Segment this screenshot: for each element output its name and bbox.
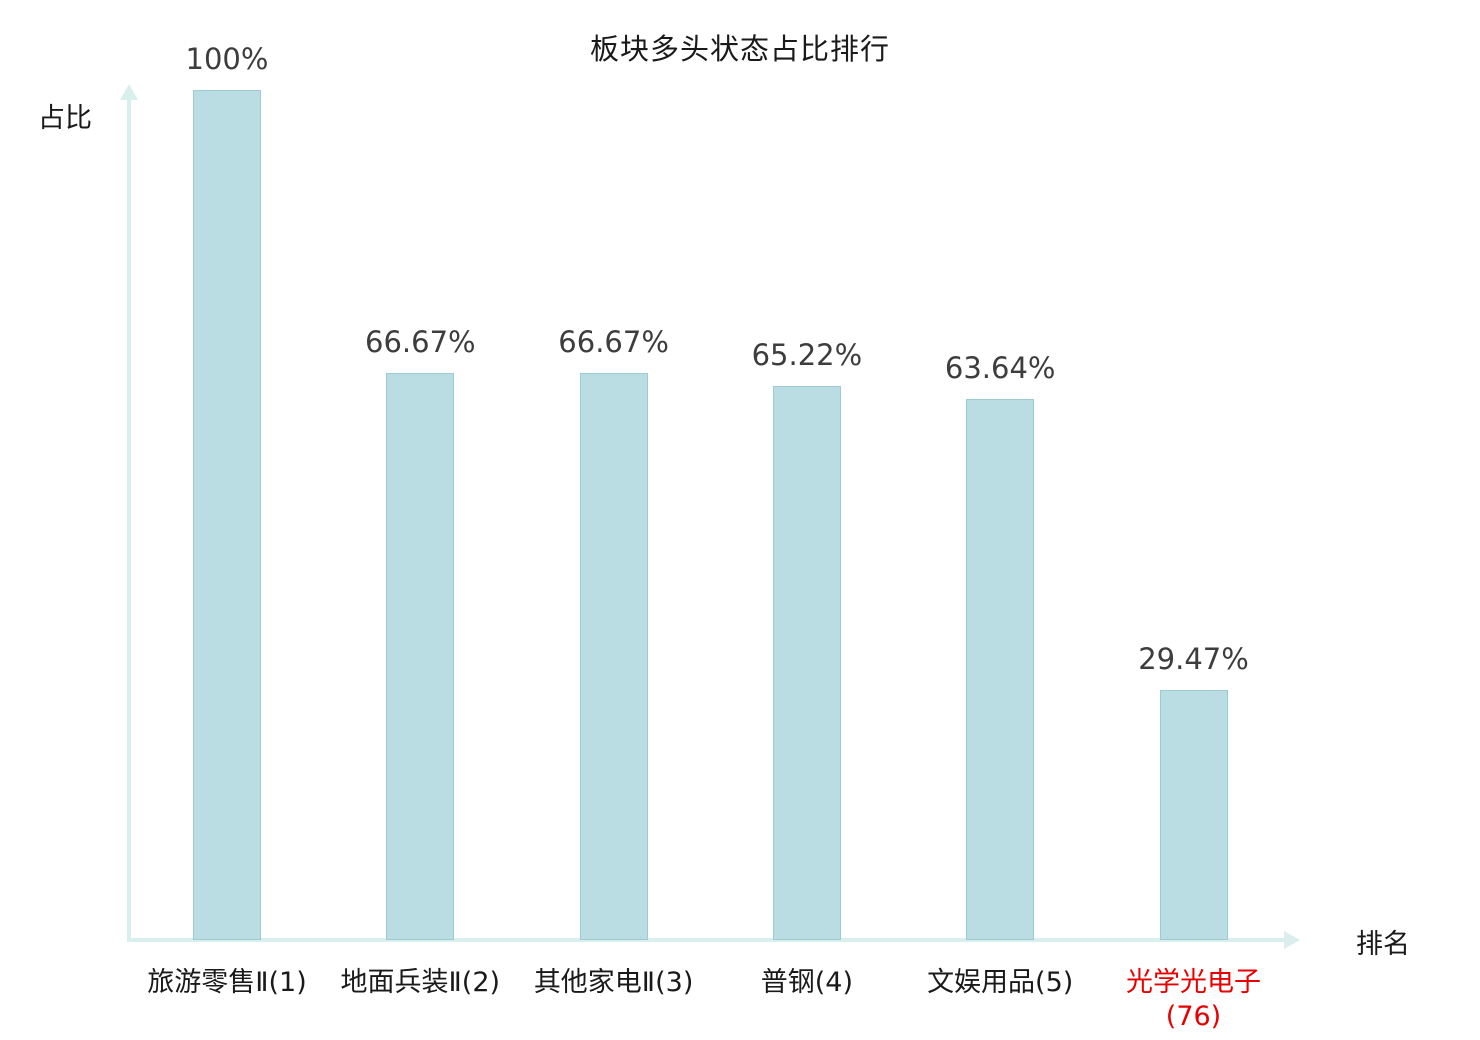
- bar: [1159, 690, 1228, 940]
- bar: [966, 399, 1035, 940]
- y-axis-arrow-icon: [120, 84, 138, 100]
- bar-value-label: 63.64%: [944, 351, 1056, 385]
- bar-value-label: 29.47%: [1138, 642, 1249, 676]
- bar-category-label: 文娱用品(5): [927, 967, 1074, 998]
- bar-value-label: 65.22%: [751, 338, 863, 372]
- bar: [386, 373, 455, 940]
- bar-category-label: 旅游零售Ⅱ(1): [147, 967, 307, 998]
- bar-category-label: 其他家电Ⅱ(3): [533, 967, 694, 998]
- bar-category-label: 光学光电子(76): [1126, 967, 1261, 1032]
- y-axis-label: 占比: [38, 103, 92, 134]
- x-axis: [127, 938, 1285, 942]
- y-axis: [127, 98, 131, 942]
- bar: [579, 373, 648, 940]
- bar-value-label: 66.67%: [558, 325, 669, 359]
- x-axis-arrow-icon: [1284, 931, 1300, 949]
- bar: [772, 386, 841, 940]
- x-axis-label: 排名: [1356, 929, 1410, 960]
- bar-value-label: 100%: [185, 42, 269, 76]
- bar-category-label: 地面兵装Ⅱ(2): [340, 967, 501, 998]
- bar-value-label: 66.67%: [365, 325, 476, 359]
- bar-category-label: 普钢(4): [760, 967, 854, 998]
- bar: [193, 90, 261, 940]
- chart-title: 板块多头状态占比排行: [589, 32, 890, 66]
